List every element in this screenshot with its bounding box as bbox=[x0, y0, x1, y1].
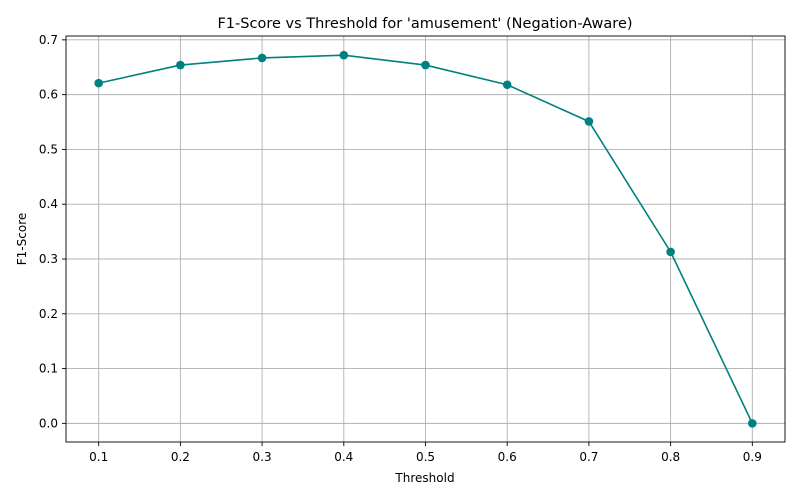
y-tick-label: 0.7 bbox=[39, 33, 58, 47]
y-tick-label: 0.5 bbox=[39, 142, 58, 156]
data-point-marker bbox=[584, 117, 594, 126]
data-point-marker bbox=[666, 247, 675, 257]
x-tick-label: 0.6 bbox=[498, 450, 517, 464]
data-point-marker bbox=[176, 60, 185, 70]
y-tick-label: 0.4 bbox=[39, 197, 58, 211]
x-tick-label: 0.1 bbox=[89, 450, 108, 464]
grid bbox=[66, 36, 785, 442]
x-axis-label: Threshold bbox=[394, 471, 454, 485]
x-tick-label: 0.9 bbox=[743, 450, 762, 464]
y-tick-label: 0.1 bbox=[39, 362, 58, 376]
y-axis-ticks: 0.0 0.1 0.2 0.3 0.4 0.5 0.6 0.7 bbox=[39, 33, 66, 430]
x-axis-ticks: 0.1 0.2 0.3 0.4 0.5 0.6 0.7 0.8 0.9 bbox=[89, 442, 762, 464]
series-layer bbox=[94, 50, 757, 428]
data-point-marker bbox=[421, 60, 430, 70]
y-tick-label: 0.3 bbox=[39, 252, 58, 266]
y-tick-label: 0.0 bbox=[39, 416, 58, 430]
x-tick-label: 0.8 bbox=[661, 450, 680, 464]
data-point-marker bbox=[339, 50, 349, 60]
y-tick-label: 0.6 bbox=[39, 88, 58, 102]
x-tick-label: 0.2 bbox=[171, 450, 190, 464]
y-axis-label: F1-Score bbox=[15, 213, 29, 265]
y-tick-label: 0.2 bbox=[39, 307, 58, 321]
data-point-marker bbox=[748, 419, 757, 428]
chart-title: F1-Score vs Threshold for 'amusement' (N… bbox=[217, 16, 632, 32]
x-tick-label: 0.3 bbox=[253, 450, 272, 464]
data-point-marker bbox=[502, 80, 512, 90]
x-tick-label: 0.7 bbox=[579, 450, 598, 464]
data-point-marker bbox=[257, 53, 267, 63]
data-point-marker bbox=[94, 78, 103, 88]
x-tick-label: 0.5 bbox=[416, 450, 435, 464]
x-tick-label: 0.4 bbox=[334, 450, 353, 464]
